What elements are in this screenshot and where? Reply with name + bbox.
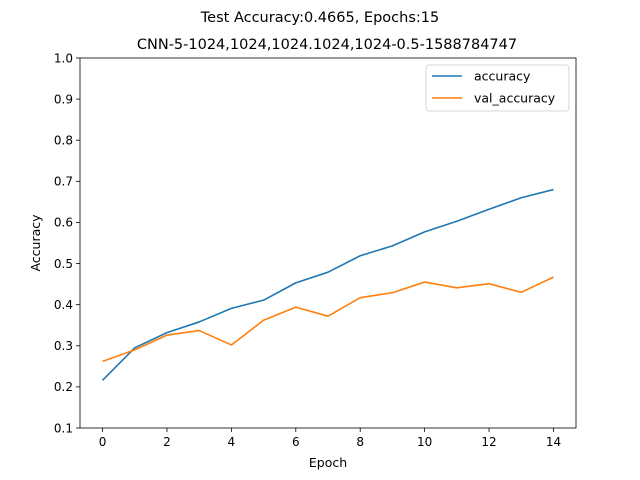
series-lines bbox=[101, 188, 554, 381]
x-tick-label: 12 bbox=[481, 435, 496, 449]
x-tick-label: 0 bbox=[99, 435, 107, 449]
y-tick-label: 0.1 bbox=[54, 421, 73, 435]
chart-title: Test Accuracy:0.4665, Epochs:15 bbox=[200, 10, 439, 26]
y-tick-label: 0.7 bbox=[54, 175, 73, 189]
series-line-val-accuracy bbox=[102, 276, 554, 363]
x-tick-label: 10 bbox=[417, 435, 432, 449]
chart-subtitle: CNN-5-1024,1024,1024.1024,1024-0.5-15887… bbox=[137, 37, 517, 53]
x-tick-label: 4 bbox=[228, 435, 236, 449]
x-tick-label: 2 bbox=[163, 435, 171, 449]
x-tick-label: 14 bbox=[546, 435, 561, 449]
y-tick-label: 0.9 bbox=[54, 92, 73, 106]
x-axis-label: Epoch bbox=[309, 455, 347, 470]
x-tick-label: 6 bbox=[292, 435, 300, 449]
y-tick-label: 0.6 bbox=[54, 216, 73, 230]
legend: accuracy val_accuracy bbox=[425, 64, 570, 112]
y-tick-label: 0.5 bbox=[54, 257, 73, 271]
legend-label-accuracy: accuracy bbox=[474, 69, 531, 84]
x-tick-label: 8 bbox=[356, 435, 364, 449]
series-line-accuracy bbox=[101, 188, 554, 381]
y-tick-label: 0.3 bbox=[54, 339, 73, 353]
y-tick-label: 1.0 bbox=[54, 51, 73, 65]
x-axis-ticks: 0 2 4 6 8 10 12 14 bbox=[99, 428, 561, 449]
legend-label-val-accuracy: val_accuracy bbox=[474, 91, 556, 106]
y-tick-label: 0.4 bbox=[54, 298, 73, 312]
plot-area-frame bbox=[79, 57, 577, 429]
y-axis-ticks: 0.1 0.2 0.3 0.4 0.5 0.6 0.7 0.8 0.9 1.0 bbox=[54, 51, 80, 435]
y-axis-label: Accuracy bbox=[28, 214, 43, 272]
y-tick-label: 0.2 bbox=[54, 380, 73, 394]
y-tick-label: 0.8 bbox=[54, 134, 73, 148]
